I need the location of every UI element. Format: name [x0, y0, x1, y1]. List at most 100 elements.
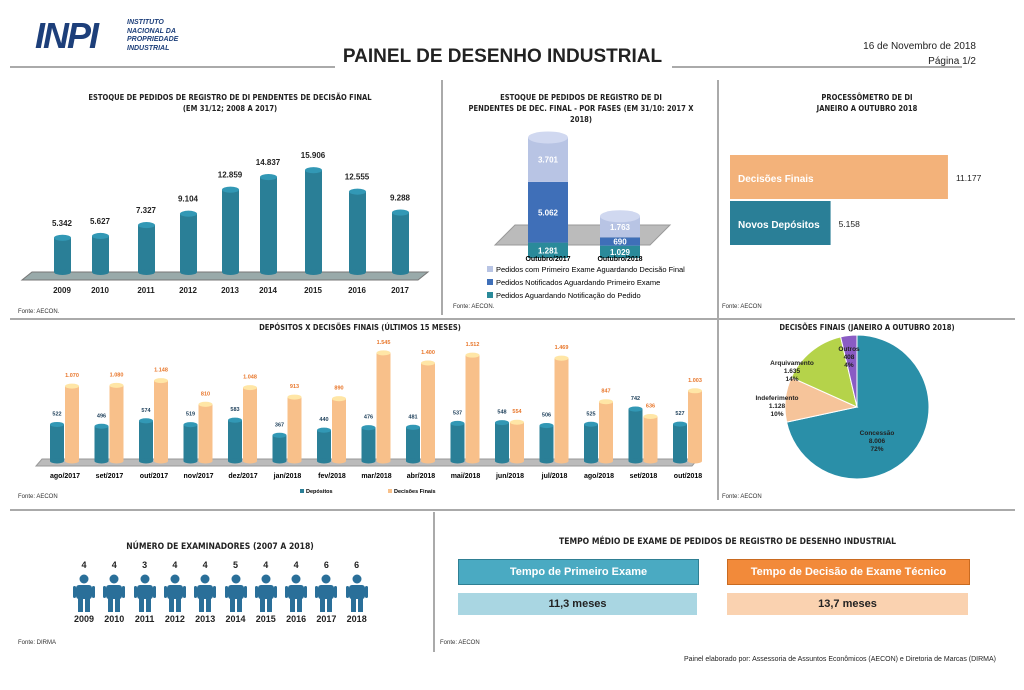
decision-time-label: Tempo de Decisão de Exame Técnico [727, 559, 970, 585]
slice-label: 72% [870, 446, 883, 453]
bar-Depósitos-jan/2018-base [273, 458, 287, 463]
source-note: Fonte: AECON [722, 304, 762, 310]
bar-Depósitos-set/2018-base [629, 458, 643, 463]
person-icon [255, 574, 277, 612]
bar-Depósitos-mai/2018-top [451, 421, 465, 426]
examiner-item: 3 2011 [131, 560, 159, 624]
bar-Depósitos-ago/2018-base [584, 458, 598, 463]
bar-Depósitos-fev/2018-top [317, 428, 331, 433]
data-label: 12.555 [345, 173, 370, 182]
data-label: 1.003 [688, 378, 702, 384]
bar-Decisões Finais-out/2017-base [154, 458, 168, 463]
bar-Decisões Finais-out/2018-base [688, 458, 702, 463]
person-icon [73, 574, 95, 612]
x-tick-label: nov/2017 [184, 473, 214, 480]
bar-Decisões Finais-jan/2018 [288, 397, 302, 461]
bar-Decisões Finais-dez/2017-top [243, 385, 257, 390]
bar-Decisões Finais-mai/2018-top [466, 353, 480, 358]
data-label: 574 [141, 408, 151, 414]
bar-Decisões Finais-fev/2018-base [332, 458, 346, 463]
data-label: 440 [319, 417, 328, 423]
examiner-count: 5 [222, 560, 250, 570]
header-divider-right [672, 66, 962, 68]
slice-label: Concessão [860, 430, 895, 437]
bar-Depósitos-abr/2018-base [406, 458, 420, 463]
bar-Depósitos-jul/2018-top [540, 423, 554, 428]
bar-2012 [180, 214, 197, 272]
stock-chart: 5.34220095.62720107.32720119.104201212.8… [10, 120, 440, 305]
examiner-year: 2018 [343, 614, 371, 624]
bar-2013-base [222, 269, 239, 275]
examiners-pictogram: 4 20094 20103 20114 20124 20135 20144 20… [70, 560, 380, 635]
examiner-year: 2009 [70, 614, 98, 624]
deposits-decisions-title: DEPÓSITOS X DECISÕES FINAIS (ÚLTIMOS 15 … [63, 322, 658, 333]
examiner-year: 2012 [161, 614, 189, 624]
bar-Decisões Finais-fev/2018-top [332, 396, 346, 401]
legend-label: Depósitos [306, 489, 333, 495]
bar-Depósitos-fev/2018-base [317, 458, 331, 463]
bar-2015 [305, 170, 322, 272]
bar-Depósitos-jun/2018-top [495, 420, 509, 425]
person-icon [285, 574, 307, 612]
bar-Depósitos-set/2017-base [95, 458, 109, 463]
data-label: 847 [601, 389, 610, 395]
data-label: 15.906 [301, 151, 326, 160]
data-label: 5.062 [538, 208, 559, 217]
x-tick-label: jul/2018 [541, 473, 568, 480]
examiner-item: 6 2018 [343, 560, 371, 624]
bar-Depósitos-set/2017-top [95, 424, 109, 429]
bar-Depósitos-mar/2018 [362, 428, 376, 461]
bar-2015-base [305, 269, 322, 275]
x-tick-label: 2014 [259, 286, 277, 295]
bar-Decisões Finais-mai/2018-base [466, 458, 480, 463]
data-label: 1.048 [243, 375, 257, 381]
data-label: 3.701 [538, 156, 559, 165]
data-label: 9.104 [178, 195, 199, 204]
bar-Depósitos-jan/2018-top [273, 433, 287, 438]
bar-Decisões Finais-jan/2018-top [288, 395, 302, 400]
bar-Decisões Finais-jul/2018 [555, 358, 569, 461]
divider [433, 512, 435, 652]
slice-label: 408 [844, 354, 855, 361]
bar-Decisões Finais-ago/2018-base [599, 458, 613, 463]
examiner-count: 6 [312, 560, 340, 570]
examiner-count: 4 [282, 560, 310, 570]
bar-Decisões Finais-mar/2018-top [377, 350, 391, 355]
bar-Decisões Finais-abr/2018 [421, 363, 435, 461]
bar-Depósitos-mai/2018-base [451, 458, 465, 463]
data-label: 481 [408, 414, 417, 420]
data-label: 913 [290, 384, 299, 390]
examiner-item: 4 2010 [100, 560, 128, 624]
processometer-chart: Decisões Finais11.177Novos Depósitos5.15… [722, 140, 1015, 260]
bar-Decisões Finais-set/2018 [644, 416, 658, 461]
data-label: 476 [364, 415, 373, 421]
dashboard-page: INPI INSTITUTONACIONAL DAPROPRIEDADEINDU… [0, 0, 1024, 690]
bar-Decisões Finais-jun/2018-base [510, 458, 524, 463]
examiner-year: 2014 [222, 614, 250, 624]
person-icon [164, 574, 186, 612]
bar-Decisões Finais-out/2017-top [154, 378, 168, 383]
bar-2011-top [138, 222, 155, 228]
bar-Depósitos-dez/2017-base [228, 458, 242, 463]
bar-Decisões Finais-nov/2017-top [199, 402, 213, 407]
x-tick-label: Outubro/2018 [597, 256, 642, 263]
examiner-count: 4 [70, 560, 98, 570]
data-label: 1.281 [538, 246, 559, 255]
bar-Depósitos-jun/2018 [495, 423, 509, 461]
examiner-year: 2011 [131, 614, 159, 624]
phases-chart: 1.2815.0623.701Outubro/20171.0296901.763… [445, 120, 717, 305]
bar-Decisões Finais-jun/2018-top [510, 420, 524, 425]
examiner-item: 5 2014 [222, 560, 250, 624]
bar-Depósitos-nov/2017-base [184, 458, 198, 463]
bar-Depósitos-out/2017 [139, 421, 153, 461]
bar-Decisões Finais-abr/2018-base [421, 458, 435, 463]
bar-Decisões Finais-ago/2017 [65, 386, 79, 461]
slice-label: 14% [785, 376, 798, 383]
examiner-year: 2010 [100, 614, 128, 624]
bar-Decisões Finais-jul/2018-base [555, 458, 569, 463]
bar-Depósitos-jun/2018-base [495, 458, 509, 463]
bar-Decisões Finais-out/2018 [688, 391, 702, 461]
chart-floor [495, 225, 670, 245]
x-tick-label: ago/2017 [50, 473, 80, 480]
bar-Depósitos-dez/2017-top [228, 418, 242, 423]
